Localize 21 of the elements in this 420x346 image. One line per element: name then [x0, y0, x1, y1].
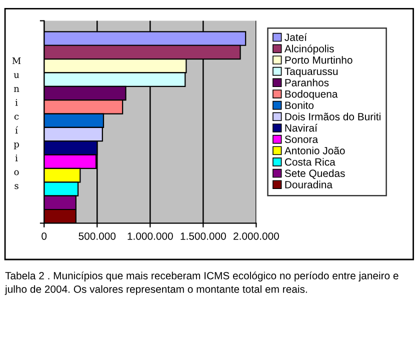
- x-tick-label: 500.000: [78, 232, 116, 240]
- legend-label: Paranhos: [285, 78, 329, 86]
- legend-label: Douradina: [285, 180, 333, 188]
- legend-label: Taquarussu: [284, 68, 338, 78]
- legend-label: Antonio João: [284, 146, 345, 154]
- legend-label: Alcinópolis: [284, 44, 334, 54]
- x-tick-label: 0: [42, 232, 47, 240]
- legend-label: Costa Rica: [284, 158, 336, 166]
- x-tick-label: 1.500.000: [180, 232, 226, 240]
- legend-label: Porto Murtinho: [285, 56, 352, 64]
- x-tick-label: 2.000.000: [234, 232, 279, 240]
- legend-label: Sete Quedas: [284, 169, 345, 179]
- x-tick-label: 1.000.000: [128, 232, 173, 240]
- legend-label: Jateí: [284, 33, 307, 41]
- legend-label: Bonito: [285, 101, 314, 110]
- text: Municípios: [12, 57, 21, 190]
- legend-label: Dois Irmãos do Buriti: [285, 112, 380, 120]
- text: Tabela 2 . Municípios que mais receberam ICMS ecológico no período entre janeiro e julho de 2004. Os valores representam o montante total em reais.: [4, 272, 398, 295]
- legend-label: Naviraí: [285, 124, 318, 132]
- legend-label: Bodoquena: [285, 90, 338, 100]
- legend-label: Sonora: [284, 136, 318, 144]
